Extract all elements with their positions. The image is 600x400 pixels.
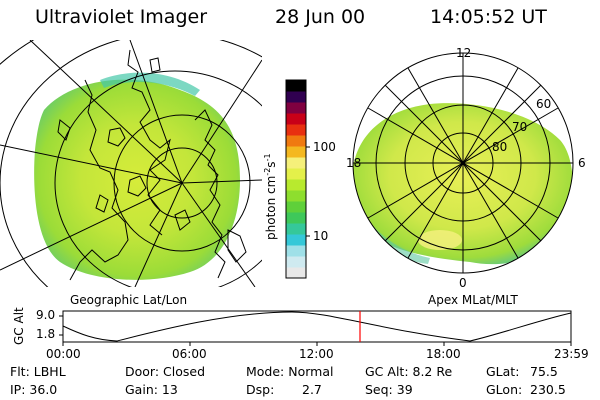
colorbar-band — [286, 190, 306, 202]
mlat-label-70: 70 — [512, 120, 528, 134]
colorbar-band — [286, 113, 306, 125]
latitude-circle — [113, 114, 251, 252]
colorbar-band — [286, 179, 306, 191]
geographic-dayside-fringe — [100, 72, 200, 96]
colorbar-label-10: 10 — [313, 229, 329, 243]
altitude-tick-1.8: 1.8 — [36, 327, 56, 341]
colorbar-band — [286, 146, 306, 158]
colorbar-band — [286, 267, 306, 279]
coastlines — [57, 49, 247, 281]
dsp-label: Dsp: — [246, 382, 275, 397]
ip-info: IP: 36.0 — [10, 382, 58, 397]
colorbar-band — [286, 234, 306, 246]
colorbar-band — [286, 124, 306, 136]
colorbar-band — [286, 201, 306, 213]
apex-bright-patch — [418, 230, 462, 250]
time-tick-1200: 12:00 — [299, 347, 334, 361]
gain-info: Gain: 13 — [125, 382, 178, 397]
mode-info: Mode: Normal — [246, 364, 334, 379]
geographic-caption: Geographic Lat/Lon — [70, 293, 188, 307]
altitude-curve — [62, 311, 572, 342]
colorbar-unit-label: photon cm-2s-1 — [263, 153, 278, 240]
mlt-label-0: 0 — [459, 276, 467, 290]
meridian-line — [0, 144, 183, 184]
time-tick-0000: 00:00 — [46, 347, 81, 361]
altitude-plot-frame — [62, 310, 572, 343]
glat-value: 75.5 — [530, 364, 558, 379]
colorbar-band — [286, 102, 306, 114]
flt-info: Flt: LBHL — [10, 364, 66, 379]
colorbar-band — [286, 168, 306, 180]
colorbar-band — [286, 212, 306, 224]
colorbar-band — [286, 256, 306, 268]
colorbar-band — [286, 91, 306, 103]
colorbar-band — [286, 157, 306, 169]
meridian-line — [181, 179, 262, 184]
meridian-line — [181, 59, 262, 184]
date-label: 28 Jun 00 — [275, 6, 366, 28]
altitude-tick-9: 9.0 — [36, 308, 56, 322]
glat-label: GLat: — [486, 364, 520, 379]
colorbar-frame — [285, 79, 307, 279]
meridian-line — [181, 182, 256, 287]
latitude-circle — [146, 147, 218, 219]
colorbar-band — [286, 135, 306, 147]
instrument-title: Ultraviolet Imager — [35, 6, 208, 28]
glon-value: 230.5 — [530, 382, 566, 397]
colorbar-band — [286, 80, 306, 92]
colorbar-label-100: 100 — [313, 140, 336, 154]
mlt-line — [367, 107, 559, 219]
colorbar-band — [286, 245, 306, 257]
door-info: Door: Closed — [125, 364, 206, 379]
apex-caption: Apex MLat/MLT — [428, 293, 518, 307]
seq-info: Seq: 39 — [365, 382, 413, 397]
time-label: 14:05:52 UT — [430, 6, 547, 28]
mlat-label-80: 80 — [492, 140, 508, 154]
altitude-ticks — [59, 315, 572, 346]
gcalt-info: GC Alt: 8.2 Re — [365, 364, 453, 379]
time-tick-1800: 18:00 — [426, 347, 461, 361]
mlt-label-12: 12 — [456, 46, 472, 60]
latitude-circle — [54, 70, 262, 287]
altitude-ylabel: GC Alt — [12, 307, 26, 345]
meridian-line — [129, 40, 183, 184]
colorbar — [286, 80, 306, 279]
meridian-line — [29, 40, 183, 184]
apex-grid — [352, 52, 574, 274]
meridian-line — [134, 182, 183, 287]
time-tick-0600: 06:00 — [172, 347, 207, 361]
geographic-auroral-oval — [34, 79, 240, 280]
dsp-value: 2.7 — [302, 382, 322, 397]
geographic-image — [0, 40, 262, 287]
mlt-label-6: 6 — [578, 156, 586, 170]
meridian-line — [0, 182, 183, 271]
glon-label: GLon: — [486, 382, 523, 397]
colorbar-band — [286, 223, 306, 235]
time-tick-2359: 23:59 — [554, 347, 589, 361]
mlt-label-18: 18 — [346, 156, 362, 170]
mlat-label-60: 60 — [536, 97, 552, 111]
